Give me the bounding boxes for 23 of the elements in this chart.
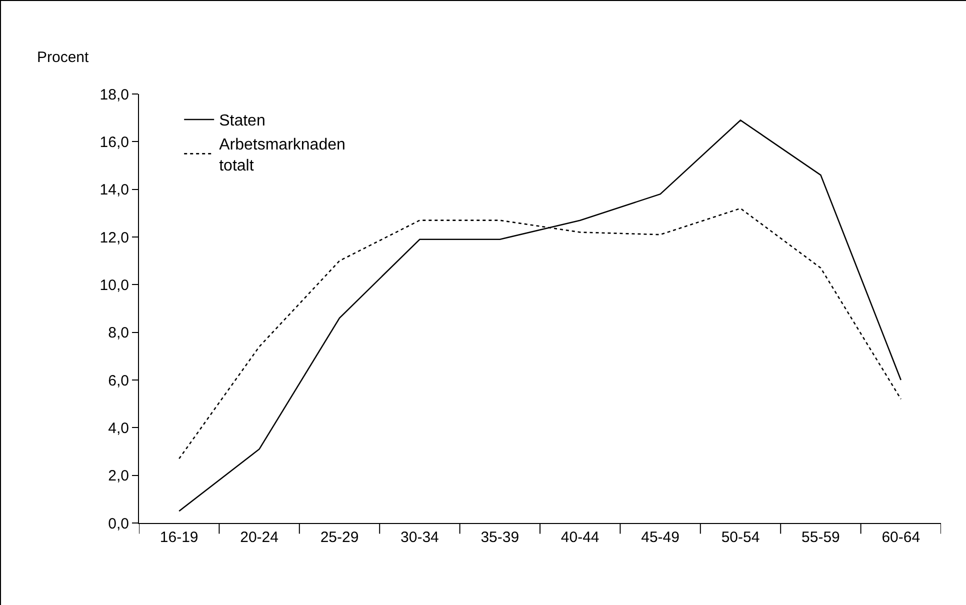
- x-tick-label: 50-54: [721, 529, 760, 546]
- x-tick-label: 16-19: [160, 529, 198, 546]
- y-tick-label: 10,0: [100, 276, 129, 294]
- y-tick-label: 14,0: [100, 182, 129, 199]
- x-tick-label: 45-49: [641, 529, 680, 546]
- x-tick-label: 55-59: [802, 529, 840, 546]
- y-tick-label: 8,0: [108, 324, 129, 342]
- x-tick-label: 30-34: [400, 529, 439, 546]
- legend-label: Staten: [219, 112, 266, 130]
- x-tick-label: 35-39: [480, 529, 520, 546]
- y-tick-label: 18,0: [100, 86, 129, 104]
- y-tick-label: 2,0: [108, 468, 129, 485]
- x-tick-label: 40-44: [560, 529, 600, 546]
- y-tick-label: 12,0: [100, 229, 129, 246]
- y-tick-label: 6,0: [108, 372, 129, 390]
- legend-label: Arbetsmarknaden totalt: [219, 136, 346, 174]
- y-tick-label: 4,0: [108, 420, 129, 437]
- y-tick-label: 16,0: [100, 134, 129, 151]
- x-tick-label: 60-64: [882, 529, 920, 546]
- x-tick-label: 20-24: [240, 529, 278, 546]
- y-tick-label: 0,0: [108, 515, 129, 532]
- y-axis-title: Procent: [37, 49, 90, 66]
- x-tick-label: 25-29: [320, 529, 359, 546]
